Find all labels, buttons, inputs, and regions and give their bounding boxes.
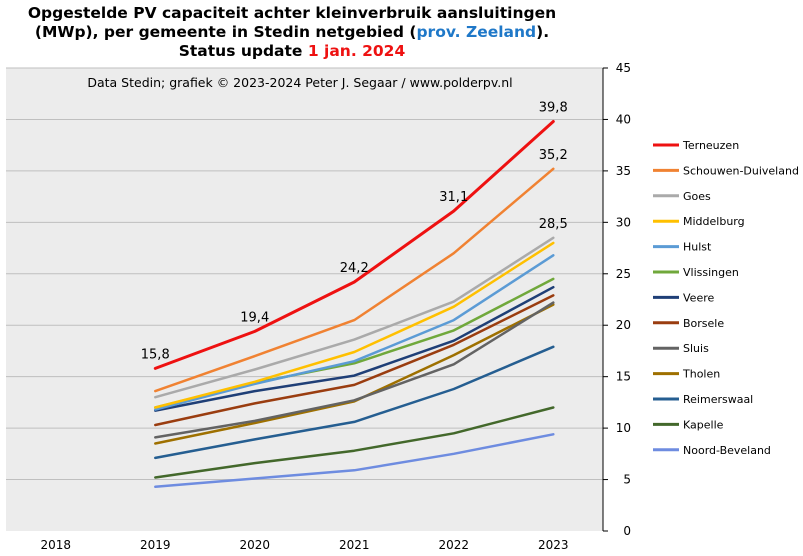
y-tick-label: 40	[616, 112, 631, 126]
data-label: 31,1	[439, 190, 468, 205]
x-tick-label: 2021	[339, 538, 370, 552]
series-line-reimerswaal	[154, 345, 555, 460]
y-tick-label: 10	[616, 421, 631, 435]
x-tick-label: 2018	[40, 538, 71, 552]
series-line-noord-beveland	[154, 433, 555, 489]
title-province-highlight: prov. Zeeland	[416, 23, 536, 41]
y-tick-label: 30	[616, 215, 631, 229]
series-line-goes	[154, 236, 555, 399]
legend-label-tholen: Tholen	[682, 368, 720, 381]
series-line-schouwen-duiveland	[154, 167, 555, 393]
series-line-hulst	[154, 254, 555, 411]
y-tick-label: 0	[623, 524, 631, 538]
series-line-terneuzen	[153, 120, 555, 370]
y-tick-label: 35	[616, 164, 631, 178]
legend: Terneuzen Schouwen-Duiveland Goes Middelbur…	[653, 139, 799, 457]
data-labels: 15,8 19,4 24,2 31,1 39,8 35,2 28,5	[141, 101, 568, 363]
legend-label-kapelle: Kapelle	[683, 418, 724, 431]
title-line-1: Opgestelde PV capaciteit achter kleinver…	[28, 4, 556, 22]
series-line-borsele	[154, 294, 555, 427]
legend-label-reimerswaal: Reimerswaal	[683, 393, 753, 406]
title-line-2-post: ).	[536, 23, 549, 41]
x-tick-label: 2019	[140, 538, 171, 552]
data-label: 24,2	[340, 261, 369, 276]
legend-label-hulst: Hulst	[683, 241, 712, 254]
y-tick-label: 5	[623, 473, 631, 487]
legend-label-sluis: Sluis	[683, 342, 709, 355]
legend-label-vlissingen: Vlissingen	[683, 266, 739, 279]
y-tick-label: 15	[616, 370, 631, 384]
series-line-kapelle	[154, 406, 555, 479]
title-line-2: (MWp), per gemeente in Stedin netgebied …	[35, 23, 549, 41]
data-label: 39,8	[539, 101, 568, 116]
series-line-sluis	[154, 301, 555, 439]
x-tick-label: 2020	[239, 538, 270, 552]
chart-title: Opgestelde PV capaciteit achter kleinver…	[28, 4, 556, 60]
series-line-veere	[154, 285, 555, 412]
legend-label-schouwen-duiveland: Schouwen-Duiveland	[683, 164, 799, 177]
x-tick-label: 2022	[438, 538, 469, 552]
series-lines	[153, 120, 555, 489]
data-label: 19,4	[240, 310, 269, 325]
data-label: 15,8	[141, 347, 170, 362]
title-line-2-pre: (MWp), per gemeente in Stedin netgebied …	[35, 23, 417, 41]
title-line-3-pre: Status update	[179, 42, 308, 60]
title-date-highlight: 1 jan. 2024	[308, 42, 406, 60]
series-line-middelburg	[154, 241, 555, 409]
legend-label-noord-beveland: Noord-Beveland	[683, 444, 771, 457]
plot-area	[6, 68, 603, 531]
y-tick-label: 25	[616, 267, 631, 281]
y-tick-label: 20	[616, 318, 631, 332]
legend-label-goes: Goes	[683, 190, 711, 203]
title-line-3: Status update 1 jan. 2024	[179, 42, 406, 60]
legend-label-terneuzen: Terneuzen	[682, 139, 739, 152]
legend-label-borsele: Borsele	[683, 317, 724, 330]
legend-label-veere: Veere	[683, 291, 714, 304]
y-axis-ticks: 0 5 10 15 20 25 30 35 40 45	[603, 61, 631, 538]
gridlines	[6, 67, 603, 481]
x-axis-ticks: 2018 2019 2020 2021 2022 2023	[40, 538, 568, 552]
x-tick-label: 2023	[538, 538, 569, 552]
data-label: 35,2	[539, 148, 568, 163]
legend-label-middelburg: Middelburg	[683, 215, 745, 228]
chart-subtitle: Data Stedin; grafiek © 2023-2024 Peter J…	[87, 75, 512, 90]
data-label: 28,5	[539, 217, 568, 232]
y-tick-label: 45	[616, 61, 631, 75]
